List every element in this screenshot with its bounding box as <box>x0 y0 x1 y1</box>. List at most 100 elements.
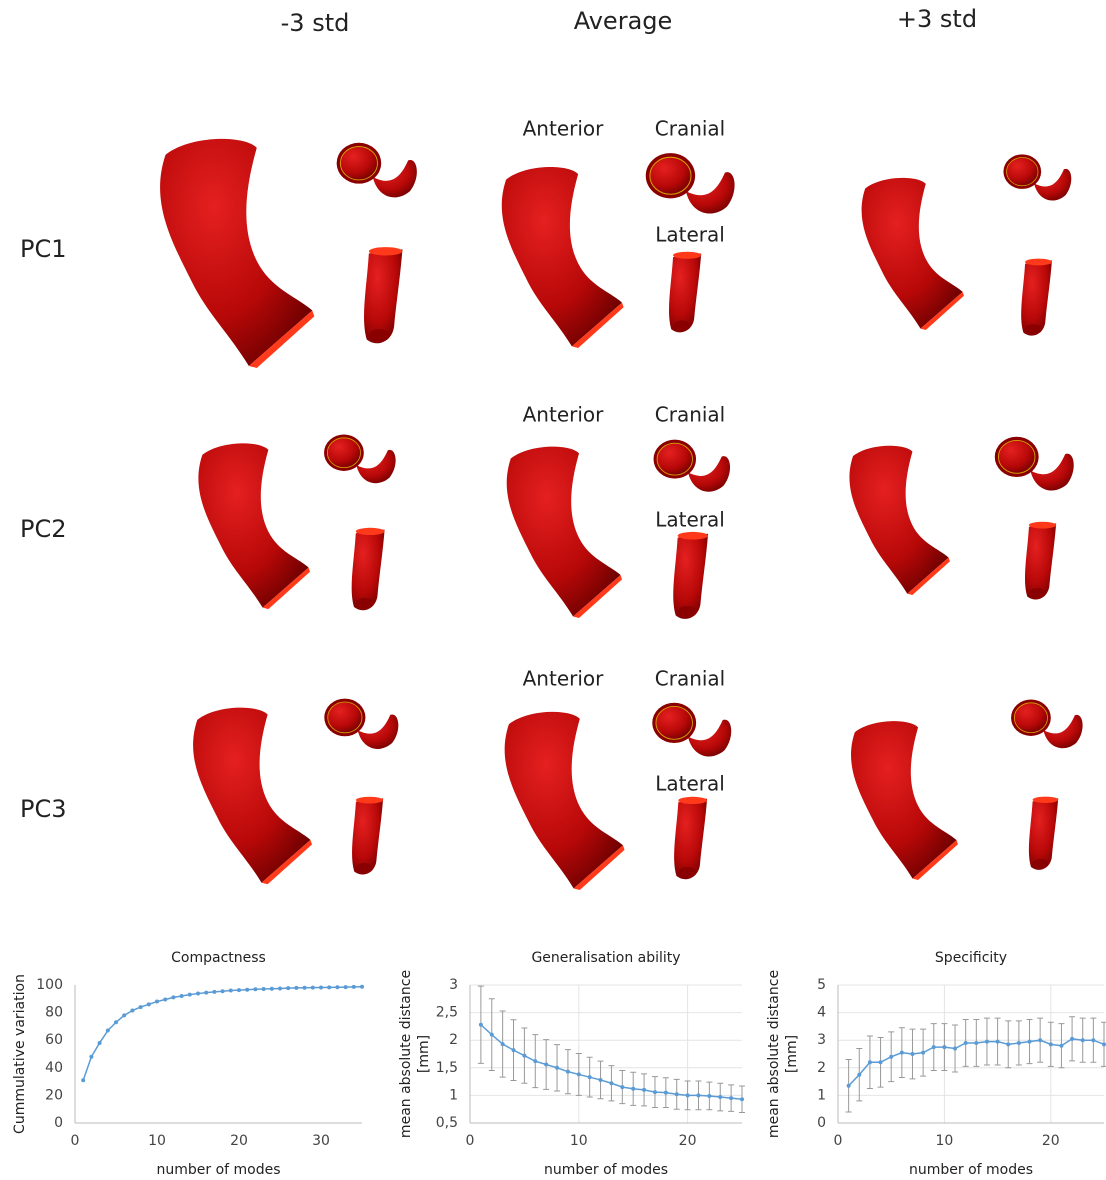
aorta-anterior <box>160 139 314 368</box>
y-tick-label: 2,5 <box>436 1005 458 1021</box>
data-point <box>278 986 282 990</box>
y-axis-label: mean absolute distance <box>766 970 782 1138</box>
data-point <box>180 994 184 998</box>
y-axis-label: mean absolute distance <box>398 970 414 1138</box>
data-point <box>1091 1038 1095 1042</box>
data-point <box>996 1040 1000 1044</box>
data-point <box>588 1075 592 1079</box>
aorta-anterior <box>851 721 958 880</box>
data-point <box>311 986 315 990</box>
data-point <box>889 1055 893 1059</box>
data-point <box>229 989 233 993</box>
x-tick-label: 10 <box>148 1133 166 1149</box>
data-point <box>253 987 257 991</box>
data-point <box>974 1041 978 1045</box>
aorta-lateral <box>669 252 701 333</box>
view-label: Cranial <box>655 667 726 691</box>
row-label: PC2 <box>20 515 67 543</box>
data-point <box>155 1000 159 1004</box>
x-tick-label: 0 <box>834 1133 843 1149</box>
data-point <box>900 1051 904 1055</box>
y-tick-label: 5 <box>817 977 826 993</box>
data-point <box>664 1091 668 1095</box>
data-point <box>609 1081 613 1085</box>
y-tick-label: 60 <box>45 1032 63 1048</box>
aorta-cranial <box>654 440 731 492</box>
y-tick-label: 0,5 <box>436 1115 458 1131</box>
chart-title: Specificity <box>935 950 1007 966</box>
aorta-lateral <box>364 247 402 343</box>
data-point <box>147 1002 151 1006</box>
column-header: Average <box>574 7 673 35</box>
column-header: +3 std <box>897 5 977 33</box>
data-point <box>1017 1041 1021 1045</box>
aorta-cranial <box>995 437 1074 491</box>
data-point <box>352 985 356 989</box>
y-tick-label: 1 <box>817 1087 826 1103</box>
view-label: Anterior <box>523 403 605 427</box>
aorta-lateral <box>674 797 707 879</box>
chart-title: Compactness <box>171 950 266 966</box>
y-tick-label: 0 <box>817 1115 826 1131</box>
x-tick-label: 20 <box>230 1133 248 1149</box>
data-point <box>286 986 290 990</box>
data-point <box>294 986 298 990</box>
aorta-anterior <box>198 443 310 609</box>
y-tick-label: 80 <box>45 1005 63 1021</box>
y-axis-label: [mm] <box>784 1035 800 1073</box>
data-point <box>139 1005 143 1009</box>
data-point <box>303 986 307 990</box>
view-label: Cranial <box>655 403 726 427</box>
data-point <box>106 1029 110 1033</box>
data-point <box>98 1041 102 1045</box>
data-point <box>566 1070 570 1074</box>
data-point <box>188 993 192 997</box>
data-point <box>512 1048 516 1052</box>
view-label: Lateral <box>655 772 725 796</box>
aorta-cranial <box>646 153 735 213</box>
x-tick-label: 0 <box>71 1133 80 1149</box>
data-point <box>245 988 249 992</box>
data-point <box>122 1013 126 1017</box>
data-point <box>879 1060 883 1064</box>
data-point <box>262 987 266 991</box>
view-label: Cranial <box>655 117 726 141</box>
data-point <box>847 1084 851 1088</box>
data-point <box>555 1066 559 1070</box>
data-point <box>599 1078 603 1082</box>
data-point <box>953 1046 957 1050</box>
aorta-lateral <box>352 797 383 875</box>
data-point <box>620 1085 624 1089</box>
chart-title: Generalisation ability <box>531 950 680 966</box>
data-point <box>544 1062 548 1066</box>
y-axis-label: Cummulative variation <box>12 974 28 1134</box>
view-label: Anterior <box>523 117 605 141</box>
aorta-lateral <box>673 532 708 619</box>
x-tick-label: 10 <box>570 1133 588 1149</box>
data-point <box>985 1040 989 1044</box>
data-point <box>686 1093 690 1097</box>
aorta-cranial <box>1011 699 1083 748</box>
data-point <box>237 988 241 992</box>
data-point <box>740 1097 744 1101</box>
x-axis-label: number of modes <box>909 1162 1033 1178</box>
aorta-lateral <box>352 528 385 610</box>
x-tick-label: 0 <box>466 1133 475 1149</box>
data-point <box>707 1094 711 1098</box>
data-point <box>729 1096 733 1100</box>
data-point <box>964 1041 968 1045</box>
data-point <box>631 1087 635 1091</box>
data-point <box>89 1055 93 1059</box>
aorta-cranial <box>324 699 398 749</box>
series-line <box>83 987 362 1080</box>
data-point <box>319 985 323 989</box>
data-point <box>932 1045 936 1049</box>
data-point <box>196 992 200 996</box>
aorta-cranial <box>324 434 396 483</box>
aorta-lateral <box>1025 522 1056 600</box>
figure: -3 std Average +3 std PC1 PC2 PC3 Anteri… <box>0 0 1106 1180</box>
data-point <box>577 1072 581 1076</box>
data-point <box>1059 1044 1063 1048</box>
y-tick-label: 2 <box>817 1060 826 1076</box>
data-point <box>130 1009 134 1013</box>
